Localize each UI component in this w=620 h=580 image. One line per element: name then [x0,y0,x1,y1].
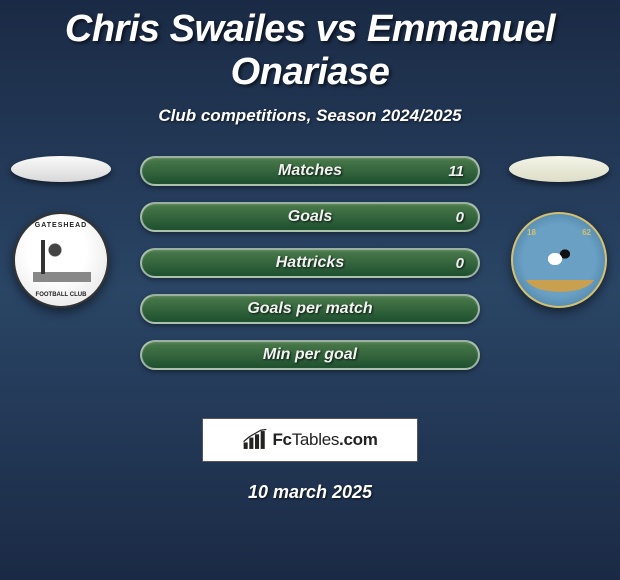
brand-text: FcTables.com [272,430,377,450]
subtitle: Club competitions, Season 2024/2025 [0,106,620,126]
stat-label: Goals per match [247,300,372,318]
brand-part-a: Fc [272,430,291,449]
bar-chart-icon [242,429,268,451]
stat-label: Goals [288,208,332,226]
stat-bar-matches: Matches 11 [140,156,480,186]
stat-label: Min per goal [263,346,357,364]
crest-year-left: 18 [527,228,536,237]
crest-text-bottom: FOOTBALL CLUB [15,292,107,298]
right-team-column: 18 62 [504,156,614,308]
stat-bar-hattricks: Hattricks 0 [140,248,480,278]
stat-bar-goals-per-match: Goals per match [140,294,480,324]
crest-year-right: 62 [582,228,591,237]
stats-bars: Matches 11 Goals 0 Hattricks 0 Goals per… [140,156,480,370]
stat-bar-min-per-goal: Min per goal [140,340,480,370]
stat-label: Hattricks [276,254,344,272]
brand-part-b: Tables [292,430,339,449]
brand-logo: FcTables.com [202,418,418,462]
stat-value: 0 [456,255,464,272]
date-text: 10 march 2025 [0,482,620,503]
left-ellipse-marker [11,156,111,182]
page-title: Chris Swailes vs Emmanuel Onariase [0,0,620,94]
comparison-area: GATESHEAD FOOTBALL CLUB 18 62 Matches 11… [0,156,620,406]
stat-value: 11 [448,163,464,180]
brand-part-c: .com [339,430,377,449]
right-team-crest: 18 62 [511,212,607,308]
stat-value: 0 [456,209,464,226]
left-team-crest: GATESHEAD FOOTBALL CLUB [13,212,109,308]
right-ellipse-marker [509,156,609,182]
crest-text-top: GATESHEAD [15,222,107,229]
left-team-column: GATESHEAD FOOTBALL CLUB [6,156,116,308]
stat-label: Matches [278,162,342,180]
stat-bar-goals: Goals 0 [140,202,480,232]
